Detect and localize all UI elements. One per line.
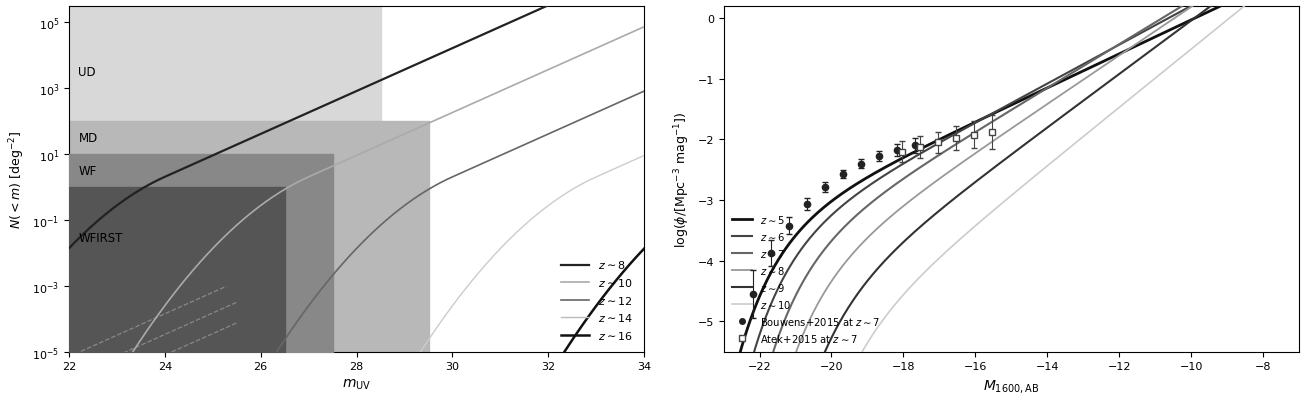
Text: UD: UD [78,66,97,79]
Legend: $z \sim 8$, $z \sim 10$, $z \sim 12$, $z \sim 14$, $z \sim 16$: $z \sim 8$, $z \sim 10$, $z \sim 12$, $z… [556,253,639,346]
Bar [69,7,380,352]
Text: WFIRST: WFIRST [78,231,123,244]
Y-axis label: $\log(\phi/[{\rm Mpc}^{-3}\ {\rm mag}^{-1}])$: $\log(\phi/[{\rm Mpc}^{-3}\ {\rm mag}^{-… [673,111,692,247]
Text: WF: WF [78,165,97,178]
Y-axis label: $N(<m)$ [deg$^{-2}$]: $N(<m)$ [deg$^{-2}$] [7,130,26,229]
Legend: $z \sim 5$, $z \sim 6$, $z \sim 7$, $z \sim 8$, $z \sim 9$, $z \sim 10$, Bouwens: $z \sim 5$, $z \sim 6$, $z \sim 7$, $z \… [729,210,883,347]
X-axis label: $m_{\rm UV}$: $m_{\rm UV}$ [342,377,371,391]
Text: MD: MD [78,132,98,145]
X-axis label: $M_{1600,{\rm AB}}$: $M_{1600,{\rm AB}}$ [983,377,1040,394]
